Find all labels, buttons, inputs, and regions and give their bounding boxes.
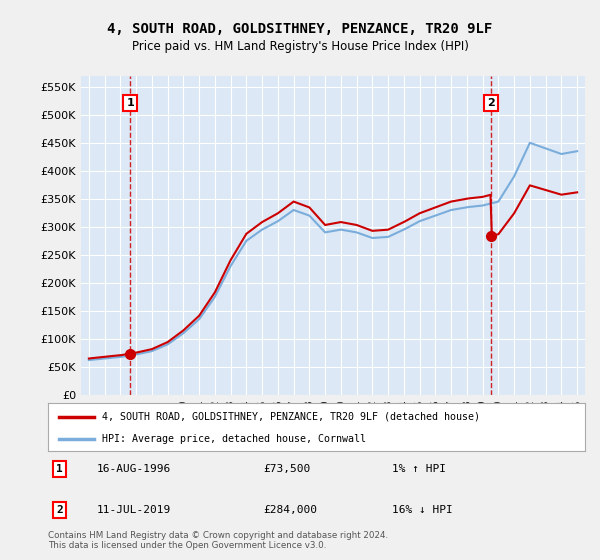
Text: 4, SOUTH ROAD, GOLDSITHNEY, PENZANCE, TR20 9LF: 4, SOUTH ROAD, GOLDSITHNEY, PENZANCE, TR…	[107, 22, 493, 36]
Text: 1: 1	[56, 464, 63, 474]
Text: 2: 2	[56, 505, 63, 515]
Text: 2: 2	[487, 98, 495, 108]
Text: 11-JUL-2019: 11-JUL-2019	[97, 505, 170, 515]
Text: 4, SOUTH ROAD, GOLDSITHNEY, PENZANCE, TR20 9LF (detached house): 4, SOUTH ROAD, GOLDSITHNEY, PENZANCE, TR…	[102, 412, 480, 422]
Text: Contains HM Land Registry data © Crown copyright and database right 2024.
This d: Contains HM Land Registry data © Crown c…	[48, 531, 388, 550]
Text: 1% ↑ HPI: 1% ↑ HPI	[392, 464, 446, 474]
Text: 16% ↓ HPI: 16% ↓ HPI	[392, 505, 452, 515]
Text: Price paid vs. HM Land Registry's House Price Index (HPI): Price paid vs. HM Land Registry's House …	[131, 40, 469, 53]
Text: £284,000: £284,000	[263, 505, 317, 515]
Text: 16-AUG-1996: 16-AUG-1996	[97, 464, 170, 474]
Text: HPI: Average price, detached house, Cornwall: HPI: Average price, detached house, Corn…	[102, 434, 366, 444]
Text: 1: 1	[126, 98, 134, 108]
Text: £73,500: £73,500	[263, 464, 310, 474]
